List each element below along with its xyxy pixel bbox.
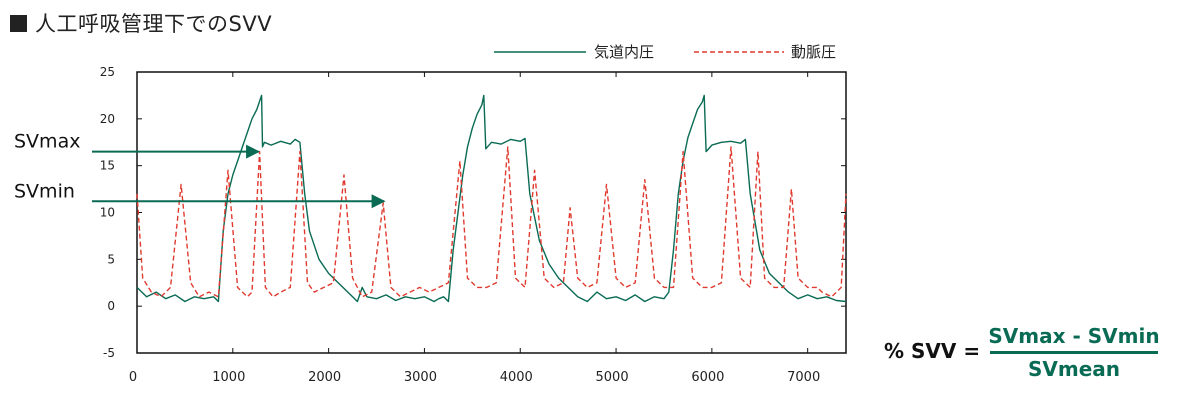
x-tick-label: 5000 <box>596 370 629 385</box>
y-tick-label: 10 <box>100 206 115 220</box>
y-tick-label: 20 <box>100 112 115 126</box>
formula-numerator: SVmax - SVmin <box>988 324 1160 348</box>
page-title: 人工呼吸管理下でのSVV <box>10 8 272 38</box>
legend-label-airway: 気道内圧 <box>594 43 654 61</box>
svv-formula: % SVV = SVmax - SVmin SVmean <box>884 320 1174 390</box>
y-tick-label: 5 <box>107 252 115 266</box>
formula-denominator: SVmean <box>1027 357 1121 381</box>
y-tick-label: -5 <box>103 346 115 360</box>
legend-label-arterial: 動脈圧 <box>791 43 836 61</box>
x-tick-label: 2000 <box>308 370 341 385</box>
y-tick-label: 15 <box>100 159 115 173</box>
y-tick-label: 25 <box>100 65 115 79</box>
svmin-label: SVmin <box>14 180 75 202</box>
svmax-label: SVmax <box>14 131 80 153</box>
formula-fraction: SVmax - SVmin SVmean <box>988 324 1160 381</box>
arterial-pressure-line <box>136 146 847 298</box>
x-tick-label: 3000 <box>404 370 437 385</box>
x-tick-label: 6000 <box>691 370 724 385</box>
square-bullet-icon <box>10 15 27 32</box>
x-tick-label: 4000 <box>500 370 533 385</box>
x-tick-label: 1000 <box>212 370 245 385</box>
airway-pressure-line <box>136 94 847 303</box>
x-tick-label: 7000 <box>787 370 820 385</box>
plot-frame <box>136 71 847 354</box>
y-tick-label: 0 <box>107 299 115 313</box>
fraction-bar <box>990 351 1158 354</box>
title-text: 人工呼吸管理下でのSVV <box>35 12 273 36</box>
x-tick-label: 0 <box>129 370 137 385</box>
svv-chart: -5 0 5 10 15 20 25 0 1000 2000 3000 4000 5000 6000 700… <box>14 43 847 385</box>
formula-lhs: % SVV = <box>884 339 981 363</box>
